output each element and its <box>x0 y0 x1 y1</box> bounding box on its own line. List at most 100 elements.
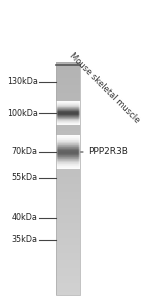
Bar <box>72 157 73 158</box>
Bar <box>56 130 80 131</box>
Bar <box>79 122 80 123</box>
Bar <box>79 145 80 146</box>
Bar <box>63 163 64 164</box>
Bar <box>75 120 76 121</box>
Bar <box>62 139 63 140</box>
Bar <box>62 151 63 152</box>
Bar <box>75 167 76 168</box>
Bar <box>66 102 67 103</box>
Bar <box>67 112 68 113</box>
Bar <box>73 148 74 149</box>
Bar <box>74 108 75 109</box>
Bar <box>70 118 71 119</box>
Bar <box>69 162 70 163</box>
Bar <box>76 111 77 112</box>
Bar <box>75 161 76 162</box>
Bar <box>56 78 80 80</box>
Bar <box>62 158 63 159</box>
Bar <box>65 150 66 151</box>
Bar <box>60 124 61 125</box>
Bar <box>79 148 80 149</box>
Text: 40kDa: 40kDa <box>12 214 38 223</box>
Bar <box>73 110 74 111</box>
Bar <box>56 284 80 286</box>
Bar <box>68 157 69 158</box>
Bar <box>72 140 73 141</box>
Bar <box>58 122 59 123</box>
Bar <box>59 153 60 154</box>
Bar <box>57 156 58 157</box>
Bar <box>58 107 59 108</box>
Bar <box>69 156 70 157</box>
Bar <box>76 155 77 156</box>
Bar <box>57 111 58 112</box>
Bar <box>58 153 59 154</box>
Bar <box>62 166 63 167</box>
Bar <box>76 167 77 168</box>
Bar <box>77 123 78 124</box>
Bar <box>76 117 77 118</box>
Bar <box>63 153 64 154</box>
Bar <box>65 106 66 107</box>
Bar <box>60 144 61 145</box>
Bar <box>69 143 70 144</box>
Bar <box>56 167 57 168</box>
Bar <box>76 106 77 107</box>
Bar <box>57 151 58 152</box>
Bar <box>72 122 73 123</box>
Bar <box>66 168 67 169</box>
Bar <box>56 112 57 113</box>
Bar <box>73 122 74 123</box>
Bar <box>57 153 58 154</box>
Bar <box>59 139 60 140</box>
Bar <box>62 107 63 108</box>
Bar <box>56 286 80 287</box>
Bar <box>56 225 80 226</box>
Bar <box>65 162 66 163</box>
Bar <box>65 115 66 116</box>
Bar <box>70 159 71 160</box>
Bar <box>66 144 67 145</box>
Bar <box>69 155 70 156</box>
Bar <box>57 163 58 164</box>
Bar <box>68 164 69 165</box>
Bar <box>56 254 80 255</box>
Bar <box>56 122 80 123</box>
Bar <box>58 102 59 103</box>
Bar <box>67 140 68 141</box>
Bar <box>59 136 60 137</box>
Bar <box>73 118 74 119</box>
Bar <box>61 112 62 113</box>
Bar <box>63 145 64 146</box>
Bar <box>77 166 78 167</box>
Bar <box>78 150 79 151</box>
Bar <box>67 137 68 138</box>
Bar <box>76 145 77 146</box>
Bar <box>78 105 79 106</box>
Bar <box>76 163 77 164</box>
Bar <box>60 166 61 167</box>
Bar <box>70 162 71 163</box>
Bar <box>71 115 72 116</box>
Bar <box>56 172 80 173</box>
Bar <box>77 124 78 125</box>
Bar <box>58 143 59 144</box>
Bar <box>71 164 72 165</box>
Bar <box>61 138 62 139</box>
Bar <box>61 117 62 118</box>
Bar <box>64 158 65 159</box>
Bar <box>56 287 80 288</box>
Bar <box>60 146 61 147</box>
Bar <box>56 81 80 82</box>
Bar <box>58 135 59 136</box>
Bar <box>56 133 80 134</box>
Bar <box>75 137 76 138</box>
Bar <box>56 167 80 168</box>
Bar <box>78 110 79 111</box>
Bar <box>61 142 62 143</box>
Bar <box>78 157 79 158</box>
Bar <box>56 279 80 280</box>
Bar <box>71 153 72 154</box>
Bar <box>69 121 70 122</box>
Bar <box>65 138 66 139</box>
